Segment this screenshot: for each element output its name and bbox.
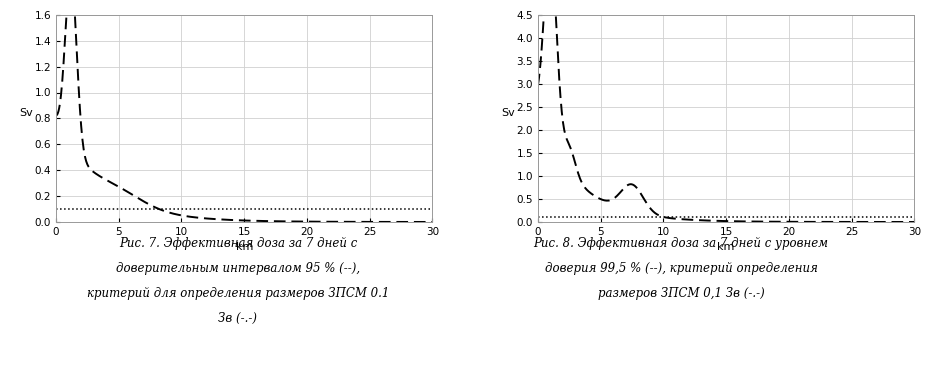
Text: доверия 99,5 % (--), критерий определения: доверия 99,5 % (--), критерий определени… xyxy=(545,262,817,275)
X-axis label: km: km xyxy=(717,242,735,252)
Text: доверительным интервалом 95 % (--),: доверительным интервалом 95 % (--), xyxy=(116,262,360,275)
Text: критерий для определения размеров ЗПСМ 0.1: критерий для определения размеров ЗПСМ 0… xyxy=(87,287,389,300)
X-axis label: km: km xyxy=(235,242,253,252)
Text: Зв (-.-): Зв (-.-) xyxy=(218,312,258,325)
Text: Рис. 8. Эффективная доза за 7 дней с уровнем: Рис. 8. Эффективная доза за 7 дней с уро… xyxy=(534,237,829,250)
Text: размеров ЗПСМ 0,1 Зв (-.-): размеров ЗПСМ 0,1 Зв (-.-) xyxy=(598,287,764,300)
Y-axis label: Sv: Sv xyxy=(20,108,33,118)
Text: Рис. 7. Эффективная доза за 7 дней с: Рис. 7. Эффективная доза за 7 дней с xyxy=(118,237,357,250)
Y-axis label: Sv: Sv xyxy=(501,108,515,118)
